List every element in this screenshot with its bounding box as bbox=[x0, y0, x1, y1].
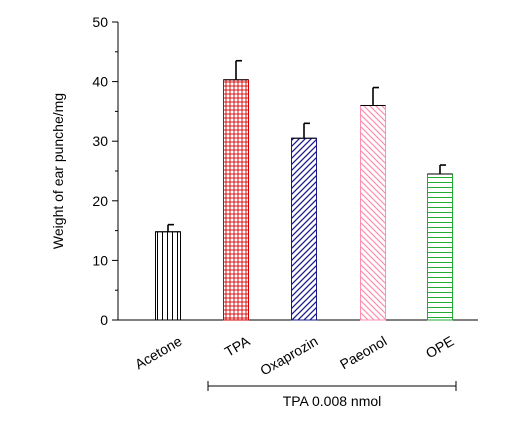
y-tick-label: 30 bbox=[92, 133, 108, 149]
y-tick-label: 10 bbox=[92, 252, 108, 268]
bars bbox=[155, 59, 453, 321]
bar-oxaprozin bbox=[291, 137, 317, 321]
x-tick-label-tpa: TPA bbox=[222, 332, 253, 359]
x-tick-label-oxaprozin: Oxaprozin bbox=[257, 333, 320, 379]
labels: 0 10 20 30 40 50 Weight of ear punche/mg Aceton… bbox=[50, 14, 457, 409]
y-tick-label: 0 bbox=[100, 312, 108, 328]
bar-tpa bbox=[223, 79, 249, 321]
y-tick-label: 40 bbox=[92, 74, 108, 90]
bar-ope bbox=[427, 173, 453, 321]
x-tick-label-paeonol: Paeonol bbox=[337, 333, 390, 373]
bar-paeonol bbox=[360, 104, 386, 321]
y-tick-label: 50 bbox=[92, 14, 108, 30]
bar-acetone bbox=[155, 231, 181, 321]
group-annotation-label: TPA 0.008 nmol bbox=[283, 393, 382, 409]
x-tick-label-ope: OPE bbox=[423, 333, 457, 362]
y-axis-title: Weight of ear punche/mg bbox=[50, 93, 66, 249]
x-tick-label-acetone: Acetone bbox=[132, 333, 185, 373]
y-tick-label: 20 bbox=[92, 193, 108, 209]
